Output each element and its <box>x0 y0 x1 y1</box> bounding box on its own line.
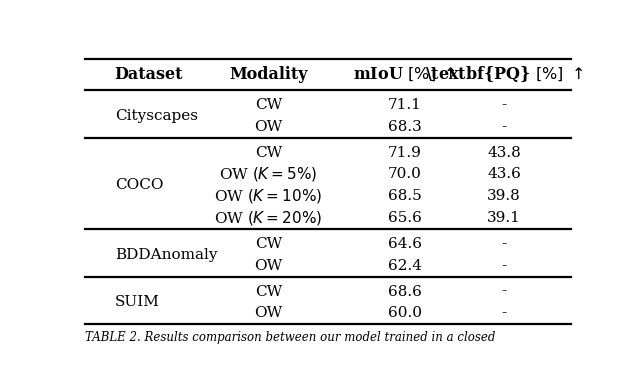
Text: -: - <box>502 98 507 112</box>
Text: OW $(K = 10\%)$: OW $(K = 10\%)$ <box>214 187 323 205</box>
Text: SUIM: SUIM <box>115 296 159 310</box>
Text: 43.6: 43.6 <box>487 167 521 181</box>
Text: CW: CW <box>255 284 282 298</box>
Text: 62.4: 62.4 <box>388 259 422 273</box>
Text: Modality: Modality <box>229 66 308 83</box>
Text: -: - <box>502 237 507 251</box>
Text: OW $(K = 5\%)$: OW $(K = 5\%)$ <box>220 165 317 184</box>
Text: 71.9: 71.9 <box>388 145 422 159</box>
Text: 64.6: 64.6 <box>388 237 422 251</box>
Text: CW: CW <box>255 98 282 112</box>
Text: -: - <box>502 284 507 298</box>
Text: -: - <box>502 120 507 134</box>
Text: OW $(K = 20\%)$: OW $(K = 20\%)$ <box>214 209 323 227</box>
Text: 68.5: 68.5 <box>388 189 422 203</box>
Text: 71.1: 71.1 <box>388 98 422 112</box>
Text: BDDAnomaly: BDDAnomaly <box>115 248 217 262</box>
Text: 70.0: 70.0 <box>388 167 422 181</box>
Text: 39.1: 39.1 <box>487 211 521 225</box>
Text: Cityscapes: Cityscapes <box>115 109 198 123</box>
Text: 39.8: 39.8 <box>487 189 521 203</box>
Text: mIoU $[\%]$ $\uparrow$: mIoU $[\%]$ $\uparrow$ <box>353 66 456 83</box>
Text: 68.6: 68.6 <box>388 284 422 298</box>
Text: -: - <box>502 307 507 321</box>
Text: Dataset: Dataset <box>115 66 183 83</box>
Text: 65.6: 65.6 <box>388 211 422 225</box>
Text: 68.3: 68.3 <box>388 120 422 134</box>
Text: COCO: COCO <box>115 179 163 193</box>
Text: -: - <box>502 259 507 273</box>
Text: CW: CW <box>255 145 282 159</box>
Text: \textbf{PQ} $[\%]$ $\uparrow$: \textbf{PQ} $[\%]$ $\uparrow$ <box>424 65 584 84</box>
Text: OW: OW <box>254 259 283 273</box>
Text: CW: CW <box>255 237 282 251</box>
Text: TABLE 2. Results comparison between our model trained in a closed: TABLE 2. Results comparison between our … <box>85 331 495 344</box>
Text: 43.8: 43.8 <box>487 145 521 159</box>
Text: OW: OW <box>254 120 283 134</box>
Text: 60.0: 60.0 <box>388 307 422 321</box>
Text: OW: OW <box>254 307 283 321</box>
